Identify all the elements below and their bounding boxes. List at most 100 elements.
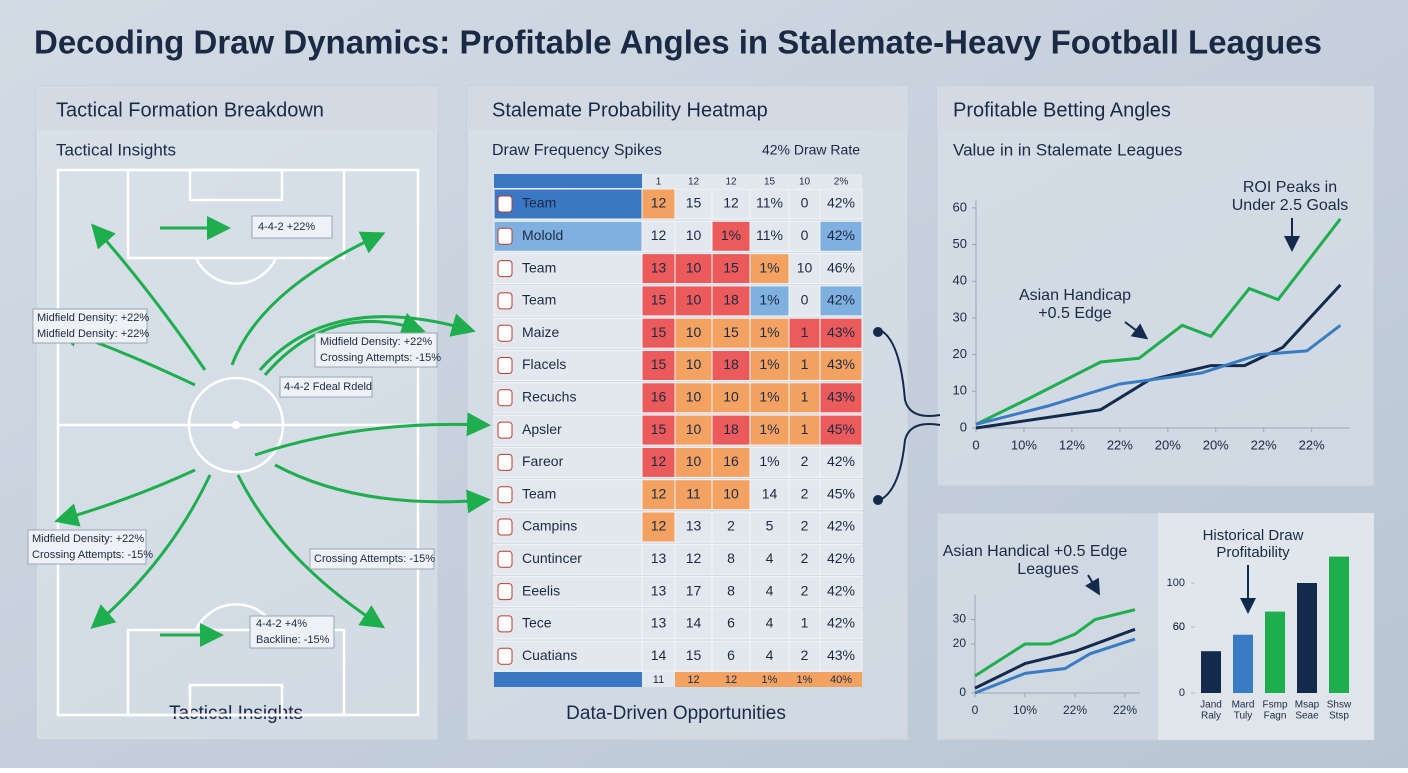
connector: [879, 329, 941, 417]
team-name: Maize: [522, 324, 560, 340]
heat-cell: [674, 543, 713, 575]
team-badge: [497, 583, 513, 601]
series-line: [975, 283, 1342, 430]
heat-value: 43%: [827, 647, 855, 663]
header-cell: [494, 174, 642, 188]
heat-value: 12: [686, 550, 702, 566]
heat-cell: [711, 543, 751, 575]
heat-cell: [674, 576, 713, 608]
team-badge: [497, 453, 513, 471]
heat-value: 42%: [827, 227, 855, 243]
panel-header: [937, 86, 1374, 130]
heat-value: 5: [766, 518, 774, 534]
heat-value: 0: [801, 227, 809, 243]
connector-dot: [873, 495, 883, 505]
heat-value: 10: [686, 259, 702, 275]
footer-cell: [712, 672, 750, 687]
heat-cell: [749, 382, 790, 414]
heat-value: 10: [686, 324, 702, 340]
heat-cell: [641, 640, 676, 672]
team-badge: [497, 260, 513, 278]
heat-cell: [711, 640, 751, 672]
heat-cell: [819, 350, 863, 381]
team-name: Eeelis: [522, 582, 560, 598]
heat-cell: [788, 317, 821, 349]
header-label: 12: [688, 177, 700, 188]
team-badge: [497, 324, 513, 342]
heat-cell: [674, 220, 713, 252]
heat-value: 8: [727, 582, 735, 598]
heat-value: 6: [727, 615, 735, 631]
team-name: Team: [522, 195, 556, 211]
heat-cell: [493, 253, 643, 285]
heat-value: 12: [651, 195, 667, 211]
heat-cell: [749, 511, 790, 543]
panel-subtitle: Draw Frequency Spikes: [492, 142, 662, 159]
footer-cell: [642, 672, 675, 687]
heat-value: 6: [727, 647, 735, 663]
heat-cell: [788, 640, 821, 672]
team-badge: [497, 357, 513, 374]
team-name: Flacels: [522, 356, 566, 372]
team-badge: [497, 550, 513, 568]
heat-value: 1%: [759, 259, 779, 275]
heat-value: 46%: [827, 259, 855, 275]
bar: [1233, 634, 1253, 693]
header-label: 12: [725, 177, 737, 188]
x-tick-label: Seae: [1295, 711, 1319, 722]
team-name: Team: [522, 292, 556, 308]
heat-value: 2: [801, 485, 809, 501]
panel-subtitle: Tactical Insights: [56, 140, 176, 159]
x-tick-label: Stsp: [1329, 711, 1349, 722]
heat-cell: [493, 317, 643, 349]
page-title: Decoding Draw Dynamics: Profitable Angle…: [34, 24, 1322, 61]
heat-cell: [819, 543, 863, 575]
header-label: 1: [656, 177, 662, 188]
connector-dot: [873, 327, 883, 337]
heat-value: 10: [797, 259, 813, 275]
x-tick-label: Fagn: [1264, 711, 1287, 722]
heat-cell: [493, 446, 643, 478]
annotation: +0.5 Edge: [1038, 305, 1112, 322]
footer-cell: [789, 672, 820, 687]
heat-value: 42%: [827, 195, 855, 211]
heat-value: 43%: [827, 356, 855, 372]
panel-title: Stalemate Probability Heatmap: [492, 99, 768, 121]
heat-value: 11%: [756, 227, 783, 243]
bar: [1201, 651, 1221, 693]
x-tick-label: 22%: [1299, 437, 1325, 452]
x-tick-label: 10%: [1011, 437, 1037, 452]
annotation: Leagues: [1017, 561, 1078, 578]
heat-cell: [493, 511, 643, 543]
x-tick-label: 0: [972, 703, 979, 717]
panel-footer: Data-Driven Opportunities: [566, 703, 786, 724]
y-tick-label: 60: [953, 199, 967, 214]
heat-cell: [819, 576, 863, 608]
heat-cell: [641, 511, 676, 543]
heat-cell: [819, 188, 863, 220]
team-badge: [497, 518, 513, 536]
heat-value: 42%: [827, 453, 855, 469]
footer-cell: [494, 672, 642, 687]
footer-value: 1%: [797, 674, 813, 686]
bar: [1329, 556, 1349, 693]
heat-value: 2: [801, 518, 809, 534]
formation-label: 4-4-2 +4%: [256, 618, 307, 630]
chart-title: Profitability: [1216, 544, 1290, 561]
heat-value: 1%: [759, 324, 779, 340]
formation-label: Backline: -15%: [256, 634, 330, 646]
team-name: Cuntincer: [522, 550, 582, 566]
heat-cell: [674, 414, 713, 446]
heat-cell: [674, 382, 713, 414]
y-tick-label: 30: [953, 612, 967, 626]
heat-value: 12: [723, 195, 739, 211]
y-tick-label: 60: [1173, 621, 1185, 633]
series-line: [974, 608, 1136, 678]
heat-value: 1%: [759, 356, 779, 372]
team-name: Team: [522, 259, 556, 275]
heat-value: 42%: [827, 582, 855, 598]
team-name: Tece: [522, 615, 552, 631]
heat-cell: [788, 543, 821, 575]
heat-value: 4: [766, 647, 774, 663]
heat-value: 2: [801, 582, 809, 598]
